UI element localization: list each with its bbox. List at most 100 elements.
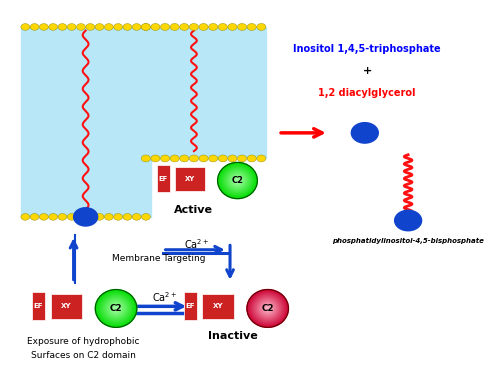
Circle shape (218, 24, 228, 31)
Circle shape (170, 155, 179, 162)
Circle shape (394, 210, 421, 231)
Ellipse shape (264, 305, 272, 312)
Ellipse shape (220, 164, 256, 197)
Text: C2: C2 (110, 304, 122, 313)
Ellipse shape (102, 296, 130, 321)
Circle shape (58, 24, 67, 30)
Ellipse shape (260, 302, 275, 315)
Circle shape (74, 208, 98, 226)
Circle shape (132, 24, 141, 30)
Ellipse shape (113, 305, 119, 311)
Circle shape (123, 24, 132, 30)
Circle shape (141, 24, 150, 31)
Ellipse shape (248, 290, 288, 326)
Ellipse shape (234, 177, 241, 184)
Circle shape (142, 24, 150, 30)
Text: XY: XY (212, 303, 223, 309)
Circle shape (170, 24, 179, 31)
Ellipse shape (258, 300, 277, 317)
Text: Inositol 1,4,5-triphosphate: Inositol 1,4,5-triphosphate (294, 44, 441, 54)
Ellipse shape (234, 178, 240, 183)
Text: C2: C2 (262, 304, 274, 313)
Ellipse shape (100, 294, 132, 323)
Ellipse shape (250, 293, 286, 325)
Ellipse shape (255, 297, 280, 320)
Ellipse shape (218, 163, 256, 198)
Ellipse shape (224, 169, 250, 192)
Text: Ca$^{2+}$: Ca$^{2+}$ (152, 290, 178, 304)
Ellipse shape (114, 307, 118, 310)
Text: XY: XY (184, 176, 195, 181)
Circle shape (160, 155, 170, 162)
Ellipse shape (252, 294, 284, 323)
Ellipse shape (236, 179, 240, 182)
Ellipse shape (115, 308, 117, 309)
Ellipse shape (98, 293, 134, 325)
Circle shape (228, 24, 237, 31)
Text: +: + (362, 66, 372, 76)
Ellipse shape (222, 166, 254, 195)
Circle shape (30, 24, 39, 30)
Ellipse shape (258, 299, 278, 318)
Circle shape (238, 155, 246, 162)
Text: C2: C2 (232, 176, 243, 185)
Ellipse shape (260, 301, 276, 316)
Ellipse shape (264, 305, 271, 311)
Ellipse shape (109, 302, 124, 315)
Circle shape (142, 213, 150, 220)
Ellipse shape (106, 300, 126, 317)
Ellipse shape (112, 305, 120, 312)
Ellipse shape (262, 304, 273, 313)
Circle shape (151, 24, 160, 31)
Ellipse shape (247, 290, 288, 328)
Circle shape (141, 155, 150, 162)
Text: Ca$^{2+}$: Ca$^{2+}$ (184, 237, 209, 251)
Ellipse shape (222, 167, 252, 194)
Circle shape (218, 155, 228, 162)
Circle shape (114, 213, 122, 220)
Ellipse shape (106, 299, 126, 318)
Bar (141, 27, 266, 159)
Ellipse shape (111, 304, 122, 313)
Ellipse shape (228, 171, 248, 190)
Ellipse shape (230, 174, 244, 187)
Circle shape (21, 24, 29, 30)
Ellipse shape (266, 308, 268, 309)
Circle shape (30, 213, 39, 220)
Circle shape (40, 24, 48, 30)
FancyBboxPatch shape (50, 294, 82, 319)
Ellipse shape (232, 176, 242, 185)
Ellipse shape (230, 173, 246, 188)
Ellipse shape (228, 172, 246, 189)
Ellipse shape (220, 165, 254, 196)
Circle shape (256, 24, 266, 31)
Circle shape (76, 24, 86, 30)
Text: EF: EF (158, 176, 168, 181)
Circle shape (208, 24, 218, 31)
Ellipse shape (254, 296, 281, 321)
Ellipse shape (104, 297, 128, 320)
Text: XY: XY (61, 303, 72, 309)
Ellipse shape (104, 298, 128, 319)
Circle shape (114, 24, 122, 30)
Circle shape (132, 213, 141, 220)
Text: phosphatidylinositol-4,5-bisphosphate: phosphatidylinositol-4,5-bisphosphate (332, 238, 484, 244)
Circle shape (21, 213, 29, 220)
Ellipse shape (253, 295, 282, 322)
FancyBboxPatch shape (184, 292, 197, 321)
Ellipse shape (102, 295, 130, 322)
Circle shape (352, 123, 378, 143)
Ellipse shape (96, 290, 137, 328)
Ellipse shape (256, 298, 279, 319)
Circle shape (180, 155, 189, 162)
Ellipse shape (224, 168, 252, 193)
Circle shape (58, 213, 67, 220)
Text: Surfaces on C2 domain: Surfaces on C2 domain (31, 351, 136, 360)
Circle shape (247, 24, 256, 31)
Ellipse shape (100, 293, 132, 323)
Circle shape (247, 155, 256, 162)
Ellipse shape (98, 291, 135, 325)
Circle shape (48, 213, 58, 220)
Circle shape (95, 24, 104, 30)
Ellipse shape (110, 303, 122, 314)
